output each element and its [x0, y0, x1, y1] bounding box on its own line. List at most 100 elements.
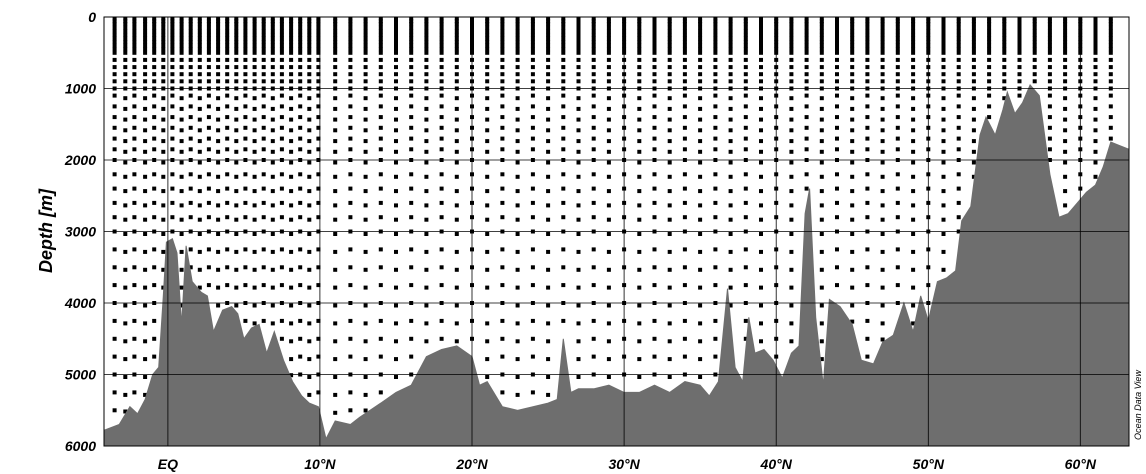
sample-point [789, 29, 794, 34]
sample-point [911, 17, 916, 21]
sample-point [307, 106, 312, 111]
sample-point [530, 17, 535, 21]
sample-point [409, 265, 414, 270]
sample-point [591, 65, 596, 70]
sample-point [298, 25, 303, 30]
sample-point [987, 22, 992, 27]
sample-point [911, 160, 916, 165]
sample-point [234, 160, 239, 165]
sample-point [743, 22, 748, 27]
sample-point [409, 22, 414, 27]
sample-point [307, 232, 312, 236]
sample-point [439, 29, 444, 34]
sample-point [561, 57, 566, 62]
sample-point [561, 265, 566, 270]
sample-point [530, 186, 535, 191]
sample-point [515, 117, 520, 122]
sample-point [206, 17, 211, 21]
sample-point [576, 232, 581, 236]
sample-point [378, 136, 383, 141]
sample-point [394, 174, 398, 179]
sample-point [394, 17, 398, 21]
sample-point [279, 32, 284, 37]
sample-point [170, 40, 175, 44]
sample-point [835, 25, 839, 30]
sample-point [895, 32, 900, 37]
bathymetry-layer [104, 83, 1129, 446]
sample-point [667, 96, 672, 101]
sample-point [743, 47, 748, 52]
sample-point [378, 186, 383, 191]
sample-point [206, 136, 211, 141]
sample-point [728, 72, 733, 77]
sample-point [197, 43, 202, 48]
sample-point [546, 25, 551, 30]
sample-point [941, 29, 946, 34]
sample-point [188, 93, 193, 98]
sample-point [728, 189, 733, 194]
sample-point [307, 375, 312, 379]
sample-point [307, 47, 312, 52]
sample-point [234, 189, 239, 194]
sample-point [1093, 139, 1098, 144]
sample-point [261, 65, 266, 70]
sample-point [152, 186, 157, 191]
sample-point [252, 189, 257, 194]
sample-point [500, 19, 505, 24]
sample-point [591, 57, 596, 62]
sample-point [728, 96, 733, 101]
sample-point [333, 79, 338, 84]
sample-point [179, 303, 184, 308]
sample-point [850, 40, 855, 44]
sample-point [252, 303, 257, 308]
sample-point [1063, 43, 1068, 48]
sample-point [188, 22, 193, 27]
sample-point [132, 247, 137, 252]
sample-point [576, 22, 581, 27]
sample-point [865, 215, 870, 220]
sample-point [298, 186, 303, 191]
sample-point [682, 172, 687, 177]
sample-point [143, 117, 148, 122]
sample-point [759, 217, 763, 222]
sample-point [956, 36, 961, 41]
sample-point [759, 174, 763, 179]
sample-point [170, 25, 175, 30]
sample-point [515, 203, 520, 208]
sample-point [316, 93, 321, 98]
sample-point [234, 79, 239, 84]
sample-point [759, 65, 763, 70]
sample-point [485, 128, 490, 133]
sample-point [333, 96, 338, 101]
sample-point [307, 117, 312, 122]
sample-point [348, 32, 353, 37]
sample-point [530, 125, 535, 130]
sample-point [971, 174, 976, 179]
sample-point [454, 65, 459, 70]
sample-point [591, 283, 596, 288]
sample-point [865, 265, 870, 270]
sample-point [216, 139, 221, 144]
sample-point [1108, 43, 1113, 48]
sample-point [971, 96, 976, 101]
sample-point [1063, 160, 1068, 165]
sample-point [348, 19, 353, 24]
sample-point [424, 249, 429, 254]
sample-point [1017, 29, 1022, 34]
sample-point [698, 40, 703, 44]
sample-point [170, 50, 175, 55]
sample-point [1047, 125, 1052, 130]
sample-point [132, 390, 137, 395]
sample-point [454, 149, 459, 154]
sample-point [112, 215, 117, 220]
sample-point [561, 247, 566, 252]
sample-point [454, 22, 459, 27]
sample-point [424, 22, 429, 27]
sample-point [161, 50, 166, 55]
sample-point [713, 147, 718, 152]
sample-point [911, 149, 916, 154]
sample-point [363, 19, 368, 24]
sample-point [439, 43, 444, 48]
sample-point [409, 147, 414, 152]
sample-point [835, 200, 839, 205]
